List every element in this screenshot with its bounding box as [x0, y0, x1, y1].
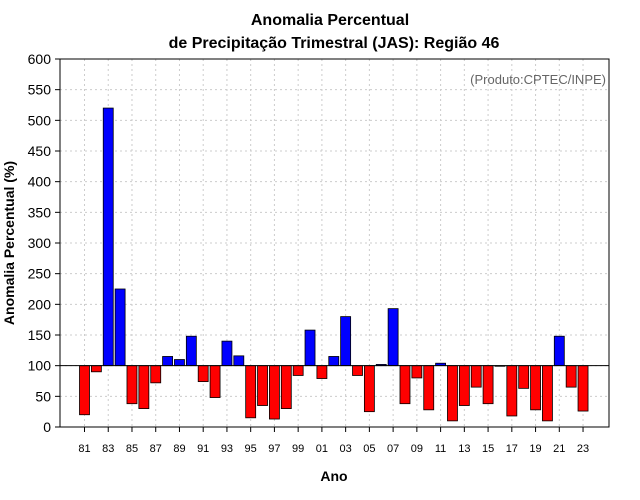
bar-02 — [328, 356, 340, 367]
x-tick-label: 13 — [458, 443, 470, 455]
bar-89 — [174, 359, 185, 367]
bar-17 — [506, 365, 518, 417]
y-tick-label: 0 — [43, 419, 51, 435]
y-axis: 0 50 100 150 200 250 300 350 400 450 500 550 600 — [28, 51, 60, 435]
y-tick-label: 550 — [28, 82, 52, 98]
x-tick-label: 01 — [316, 443, 328, 455]
bar-87 — [150, 365, 162, 384]
bar-98 — [280, 365, 292, 409]
y-tick-label: 300 — [28, 235, 52, 251]
x-tick-label: 97 — [268, 443, 280, 455]
bar-19 — [530, 365, 541, 411]
bar-14 — [470, 365, 482, 388]
bar-05 — [363, 365, 375, 413]
bar-01 — [316, 365, 328, 379]
x-tick-label: 83 — [102, 443, 114, 455]
bar-13 — [458, 365, 470, 406]
x-tick-label: 09 — [411, 443, 423, 455]
x-tick-label: 17 — [506, 443, 518, 455]
bar-92 — [209, 365, 221, 398]
x-tick-label: 11 — [435, 443, 446, 455]
bar-86 — [138, 365, 150, 409]
bar-85 — [126, 365, 138, 405]
x-tick-label: 23 — [577, 443, 589, 455]
x-tick-label: 95 — [245, 443, 257, 455]
bar-08 — [399, 365, 411, 405]
bar-21 — [553, 335, 565, 367]
x-tick-label: 05 — [363, 443, 375, 455]
bar-94 — [233, 355, 245, 367]
x-tick-label: 99 — [292, 443, 304, 455]
bar-96 — [257, 365, 268, 406]
x-axis: 81 83 85 87 89 91 93 95 97 99 01 03 05 07 09 11 13 15 17 19… — [78, 427, 589, 455]
x-tick-label: 15 — [482, 443, 494, 455]
bar-95 — [245, 365, 257, 419]
x-tick-label: 89 — [173, 443, 185, 455]
bar-00 — [304, 329, 316, 367]
y-tick-label: 250 — [28, 266, 52, 282]
bar-84 — [114, 288, 126, 367]
y-axis-label: Anomalia Percentual (%) — [1, 161, 17, 325]
bar-15 — [482, 365, 494, 405]
x-tick-label: 19 — [529, 443, 541, 455]
chart-title-line2: de Precipitação Trimestral (JAS): Região… — [169, 35, 500, 52]
bar-97 — [269, 365, 280, 420]
bars — [79, 107, 589, 422]
bar-04 — [352, 365, 363, 376]
y-tick-label: 350 — [28, 204, 52, 220]
bar-22 — [565, 365, 577, 388]
bar-82 — [90, 365, 102, 373]
y-tick-label: 200 — [28, 296, 52, 312]
bar-09 — [411, 365, 423, 379]
credit-text: (Produto:CPTEC/INPE) — [470, 72, 606, 87]
x-tick-label: 07 — [387, 443, 399, 455]
x-axis-label: Ano — [320, 468, 347, 484]
bar-81 — [79, 365, 90, 416]
bar-03 — [340, 316, 352, 367]
bar-91 — [197, 365, 209, 383]
bar-12 — [447, 365, 458, 422]
bar-10 — [423, 365, 435, 411]
x-tick-label: 85 — [126, 443, 138, 455]
bar-20 — [542, 365, 553, 422]
bar-88 — [162, 356, 173, 367]
y-tick-label: 100 — [28, 358, 52, 374]
bar-18 — [518, 365, 530, 389]
x-tick-label: 21 — [553, 443, 565, 455]
chart-title-line1: Anomalia Percentual — [251, 12, 409, 29]
bar-93 — [221, 340, 233, 367]
bar-90 — [185, 335, 197, 367]
y-tick-label: 500 — [28, 112, 52, 128]
x-tick-label: 03 — [340, 443, 352, 455]
bar-23 — [577, 365, 589, 412]
bar-83 — [102, 107, 114, 367]
y-tick-label: 400 — [28, 174, 52, 190]
x-tick-label: 87 — [150, 443, 162, 455]
x-tick-label: 91 — [197, 443, 209, 455]
x-tick-label: 93 — [221, 443, 233, 455]
bar-07 — [387, 308, 399, 367]
y-tick-label: 150 — [28, 327, 52, 343]
bar-99 — [292, 365, 304, 376]
y-tick-label: 450 — [28, 143, 52, 159]
y-tick-label: 50 — [35, 388, 51, 404]
x-tick-label: 81 — [78, 443, 90, 455]
y-tick-label: 600 — [28, 51, 52, 67]
